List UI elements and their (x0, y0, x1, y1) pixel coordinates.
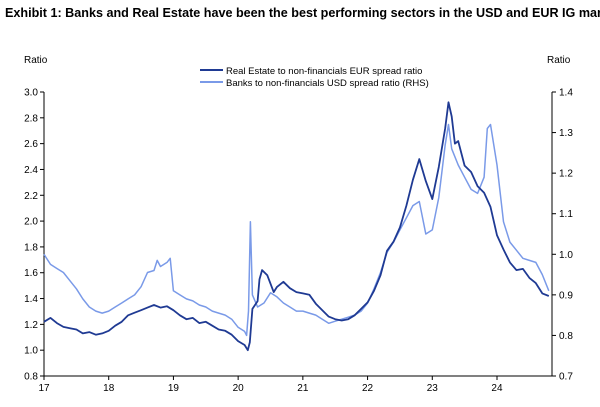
left-tick-label: 3.0 (24, 88, 38, 99)
right-tick-label: 1.1 (559, 209, 573, 220)
exhibit-title: Exhibit 1: Banks and Real Estate have be… (5, 6, 600, 20)
right-tick-label: 1.2 (559, 169, 573, 180)
left-tick-label: 1.0 (24, 346, 38, 357)
legend-label-real-estate: Real Estate to non-financials EUR spread… (226, 66, 422, 77)
left-tick-label: 2.6 (24, 139, 38, 150)
left-tick-label: 1.2 (24, 320, 38, 331)
left-tick-label: 0.8 (24, 372, 38, 383)
left-tick-label: 2.8 (24, 113, 38, 124)
right-tick-label: 0.8 (559, 331, 573, 342)
series-line-banks (43, 123, 550, 337)
x-tick-label: 21 (297, 383, 309, 394)
series-line-real-estate (43, 101, 550, 352)
left-tick-label: 2.2 (24, 191, 38, 202)
x-tick-label: 20 (233, 383, 245, 394)
right-tick-label: 0.7 (559, 372, 573, 383)
left-tick-label: 1.6 (24, 268, 38, 279)
left-tick-label: 1.8 (24, 242, 38, 253)
legend: Real Estate to non-financials EUR spread… (200, 66, 429, 89)
right-axis-title: Ratio (547, 55, 571, 66)
legend-label-banks: Banks to non-financials USD spread ratio… (226, 78, 429, 89)
right-tick-label: 1.0 (559, 250, 573, 261)
left-tick-label: 2.0 (24, 217, 38, 228)
x-tick-label: 19 (168, 383, 180, 394)
x-tick-label: 23 (427, 383, 439, 394)
right-tick-label: 0.9 (559, 290, 573, 301)
x-tick-label: 17 (38, 383, 50, 394)
right-tick-label: 1.4 (559, 88, 573, 99)
x-tick-label: 22 (362, 383, 374, 394)
x-tick-label: 24 (491, 383, 503, 394)
right-tick-label: 1.3 (559, 128, 573, 139)
x-tick-label: 18 (103, 383, 115, 394)
left-tick-label: 1.4 (24, 294, 38, 305)
left-axis-title: Ratio (24, 55, 48, 66)
left-tick-label: 2.4 (24, 165, 38, 176)
